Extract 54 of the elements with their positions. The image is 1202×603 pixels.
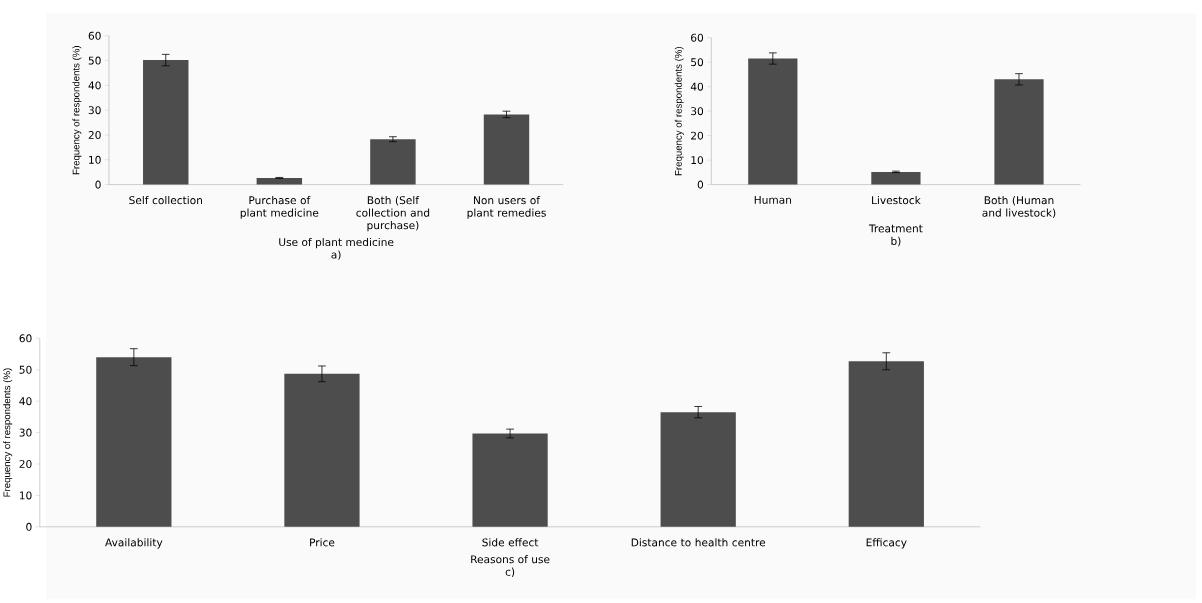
bar — [748, 58, 798, 185]
bar — [994, 79, 1044, 185]
y-tick-label: 40 — [690, 82, 704, 91]
x-tick-label: Human — [754, 195, 792, 204]
y-tick-label: 10 — [19, 491, 32, 500]
x-tick-label: Efficacy — [866, 538, 907, 549]
x-tick-label: Availability — [105, 538, 163, 549]
x-tick-label: Self collection — [129, 195, 202, 205]
y-tick-label: 40 — [19, 397, 32, 406]
y-axis-title: Frequency of respondents (%) — [674, 46, 684, 176]
bar — [660, 412, 736, 527]
x-tick-label: Both (Human and livestock) — [982, 195, 1056, 218]
y-tick-label: 60 — [19, 334, 32, 343]
y-tick-label: 30 — [88, 106, 101, 115]
x-tick-label: Price — [310, 538, 335, 547]
y-tick-label: 50 — [691, 58, 704, 67]
text: c) — [505, 567, 515, 577]
bar — [96, 357, 172, 527]
y-tick-label: 20 — [691, 131, 704, 140]
y-tick-label: 10 — [89, 155, 101, 164]
bar — [143, 59, 189, 185]
y-tick-label: 60 — [88, 31, 101, 40]
y-tick-label: 20 — [88, 130, 101, 139]
x-tick-label: Distance to health centre — [631, 538, 766, 547]
bar — [483, 114, 530, 185]
bar — [871, 171, 921, 185]
x-axis-title: Reasons of use — [471, 554, 550, 564]
x-axis-title: Use of plant medicine — [279, 237, 394, 249]
x-tick-label: Both (Self collection and purchase) — [356, 195, 430, 232]
x-tick-label: Livestock — [872, 195, 921, 205]
y-tick-label: 30 — [19, 428, 32, 437]
x-axis-title: Treatment — [868, 224, 923, 233]
y-tick-label: 0 — [95, 180, 101, 189]
x-tick-label: Non users of plant remedies — [467, 195, 546, 219]
y-tick-label: 50 — [19, 365, 32, 374]
text: a) — [331, 250, 341, 260]
y-axis-title: Frequency of respondents (%) — [72, 45, 82, 175]
y-tick-label: 30 — [691, 107, 704, 116]
y-tick-label: 40 — [88, 81, 101, 90]
y-tick-label: 0 — [26, 522, 32, 531]
y-tick-label: 20 — [19, 459, 32, 468]
y-tick-label: 60 — [691, 33, 704, 42]
text: b) — [891, 236, 901, 247]
y-tick-label: 0 — [697, 180, 704, 189]
bar — [370, 139, 416, 185]
y-tick-label: 10 — [691, 156, 704, 165]
bar — [256, 177, 303, 185]
bar — [284, 373, 360, 527]
x-tick-label: Purchase of plant medicine — [240, 195, 319, 219]
bar — [472, 433, 548, 527]
y-tick-label: 50 — [88, 56, 101, 65]
y-axis-title: Frequency of respondents (%) — [3, 368, 13, 497]
x-tick-label: Side effect — [482, 538, 539, 547]
bar — [848, 361, 924, 527]
